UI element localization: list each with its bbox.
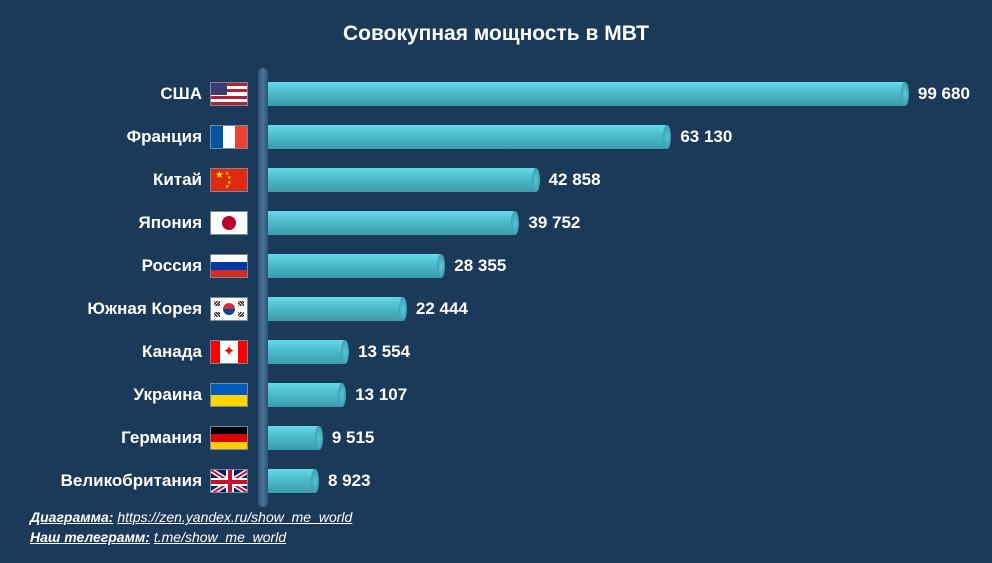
bar: 13 107: [258, 383, 343, 407]
footer-label-1: Диаграмма:: [30, 509, 113, 525]
chart-row: Южная Корея 22 444: [30, 289, 962, 329]
chart-title: Совокупная мощность в МВТ: [30, 22, 962, 46]
bar-value: 39 752: [528, 213, 580, 233]
row-label: Германия: [30, 428, 210, 448]
footer: Диаграмма: https://zen.yandex.ru/show_me…: [30, 505, 352, 545]
chart-row: Франция 63 130: [30, 117, 962, 157]
flag-icon: [210, 469, 248, 493]
bar-zone: 13 554: [258, 332, 962, 372]
bar: 39 752: [258, 211, 516, 235]
bar-value: 42 858: [549, 170, 601, 190]
bar: 42 858: [258, 168, 537, 192]
footer-line-2: Наш телеграмм: t.me/show_me_world: [30, 529, 352, 545]
flag-icon: [210, 426, 248, 450]
bar-value: 8 923: [328, 471, 371, 491]
row-label: Китай: [30, 170, 210, 190]
row-label: Россия: [30, 256, 210, 276]
bar: 99 680: [258, 82, 906, 106]
bar: 22 444: [258, 297, 404, 321]
row-label: Великобритания: [30, 471, 210, 491]
footer-label-2: Наш телеграмм:: [30, 529, 150, 545]
bar: 63 130: [258, 125, 668, 149]
row-label: Южная Корея: [30, 299, 210, 319]
bar-zone: 28 355: [258, 246, 962, 286]
bar-zone: 39 752: [258, 203, 962, 243]
row-label: Япония: [30, 213, 210, 233]
flag-icon: [210, 125, 248, 149]
chart-rows: США 99 680 Франция 63 130 Китай★★★★★ 42 858 Яп…: [30, 74, 962, 501]
bar-zone: 22 444: [258, 289, 962, 329]
bar-value: 28 355: [454, 256, 506, 276]
footer-url-2: t.me/show_me_world: [154, 529, 286, 545]
bar-value: 13 107: [355, 385, 407, 405]
bar-zone: 8 923: [258, 461, 962, 501]
row-label: Украина: [30, 385, 210, 405]
chart-row: США 99 680: [30, 74, 962, 114]
chart-row: Россия 28 355: [30, 246, 962, 286]
flag-icon: [210, 254, 248, 278]
footer-url-1: https://zen.yandex.ru/show_me_world: [117, 509, 352, 525]
bar-zone: 42 858: [258, 160, 962, 200]
y-axis-bar: [258, 68, 268, 507]
chart-row: Китай★★★★★ 42 858: [30, 160, 962, 200]
bar-zone: 63 130: [258, 117, 962, 157]
flag-icon: ★★★★★: [210, 168, 248, 192]
bar-value: 22 444: [416, 299, 468, 319]
flag-icon: [210, 383, 248, 407]
chart-row: Германия 9 515: [30, 418, 962, 458]
chart-row: Великобритания 8 923: [30, 461, 962, 501]
chart-row: Япония 39 752: [30, 203, 962, 243]
row-label: Франция: [30, 127, 210, 147]
chart-row: Канада✦ 13 554: [30, 332, 962, 372]
bar-zone: 9 515: [258, 418, 962, 458]
bar-value: 9 515: [332, 428, 375, 448]
bar: 28 355: [258, 254, 442, 278]
bar-value: 99 680: [918, 84, 970, 104]
chart-container: Совокупная мощность в МВТ США 99 680 Франц…: [0, 0, 992, 501]
flag-icon: [210, 297, 248, 321]
flag-icon: ✦: [210, 340, 248, 364]
bar-zone: 99 680: [258, 74, 962, 114]
row-label: США: [30, 84, 210, 104]
chart-row: Украина 13 107: [30, 375, 962, 415]
flag-icon: [210, 82, 248, 106]
bar-value: 63 130: [680, 127, 732, 147]
footer-line-1: Диаграмма: https://zen.yandex.ru/show_me…: [30, 509, 352, 525]
bar-zone: 13 107: [258, 375, 962, 415]
bar: 13 554: [258, 340, 346, 364]
bar-value: 13 554: [358, 342, 410, 362]
row-label: Канада: [30, 342, 210, 362]
flag-icon: [210, 211, 248, 235]
